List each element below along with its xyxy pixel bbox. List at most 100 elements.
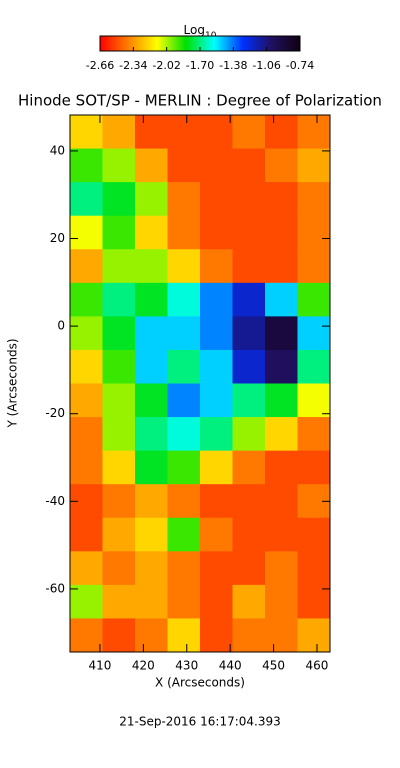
heatmap-cell: [265, 316, 298, 351]
x-tick-label: 430: [175, 659, 198, 673]
heatmap-cell: [232, 282, 266, 317]
heatmap-cell: [232, 417, 266, 452]
heatmap-cell: [167, 115, 201, 150]
heatmap-cell: [200, 249, 233, 284]
heatmap-cell: [297, 115, 331, 150]
heatmap-cell: [232, 551, 266, 586]
heatmap-cell: [167, 450, 201, 485]
heatmap-cell: [297, 148, 331, 183]
colorbar-tick-label: -1.06: [252, 59, 280, 72]
heatmap-cell: [200, 316, 233, 351]
heatmap-cell: [135, 349, 168, 384]
heatmap-cell: [167, 249, 201, 284]
heatmap-cell: [232, 148, 266, 183]
heatmap-cell: [265, 484, 298, 519]
heatmap-cell: [102, 215, 136, 250]
heatmap-cell: [265, 282, 298, 317]
heatmap-cell: [200, 349, 233, 384]
x-tick-label: 410: [88, 659, 111, 673]
heatmap-cell: [70, 618, 103, 653]
heatmap-cell: [135, 450, 168, 485]
heatmap-cell: [167, 484, 201, 519]
y-tick-label: -20: [45, 406, 65, 420]
heatmap-cell: [232, 316, 266, 351]
heatmap-cell: [102, 517, 136, 552]
heatmap-cell: [135, 316, 168, 351]
plot-frame: [69, 114, 331, 653]
footer-date: 21-Sep-2016 16:17:04.393: [119, 715, 281, 729]
heatmap-cell: [297, 282, 331, 317]
heatmap-cell: [102, 551, 136, 586]
heatmap-cell: [265, 551, 298, 586]
heatmap-cell: [167, 349, 201, 384]
heatmap-cell: [70, 215, 103, 250]
heatmap-cell: [265, 148, 298, 183]
heatmap-cell: [232, 249, 266, 284]
heatmap-cell: [297, 551, 331, 586]
heatmap-cell: [297, 618, 331, 653]
heatmap-cell: [167, 316, 201, 351]
heatmap-cell: [265, 450, 298, 485]
heatmap-cell: [135, 417, 168, 452]
heatmap-cell: [135, 215, 168, 250]
colorbar-tick-label: -1.38: [219, 59, 247, 72]
heatmap-cell: [200, 148, 233, 183]
y-tick-label: -40: [45, 494, 65, 508]
heatmap-cell: [265, 517, 298, 552]
y-tick-label: 40: [50, 143, 65, 157]
heatmap-cell: [70, 551, 103, 586]
x-axis-label: X (Arcseconds): [155, 676, 245, 690]
heatmap-cell: [200, 417, 233, 452]
y-tick-label: 0: [57, 319, 65, 333]
heatmap-cell: [135, 182, 168, 217]
heatmap-cell: [200, 215, 233, 250]
heatmap-cell: [232, 618, 266, 653]
chart-title: Hinode SOT/SP - MERLIN : Degree of Polar…: [18, 92, 382, 110]
heatmap-cell: [232, 383, 266, 418]
y-tick-label: -60: [45, 581, 65, 595]
heatmap-cell: [102, 148, 136, 183]
heatmap-cell: [102, 115, 136, 150]
colorbar-tick-label: -2.34: [119, 59, 147, 72]
heatmap-cell: [135, 618, 168, 653]
heatmap-cell: [167, 417, 201, 452]
heatmap-cell: [70, 517, 103, 552]
heatmap-cell: [297, 383, 331, 418]
heatmap-cell: [102, 316, 136, 351]
y-axis-label: Y (Arcseconds): [6, 338, 20, 428]
heatmap-cell: [297, 316, 331, 351]
heatmap-cell: [102, 182, 136, 217]
heatmap-cell: [265, 249, 298, 284]
heatmap-cell: [135, 282, 168, 317]
heatmap-cell: [265, 618, 298, 653]
heatmap-cell: [265, 584, 298, 619]
heatmap-cell: [102, 282, 136, 317]
heatmap-cell: [70, 316, 103, 351]
heatmap-cell: [135, 148, 168, 183]
heatmap-cell: [297, 182, 331, 217]
heatmap-cell: [232, 450, 266, 485]
heatmap-cell: [102, 349, 136, 384]
heatmap-cell: [265, 115, 298, 150]
heatmap-cell: [167, 618, 201, 653]
heatmap-cell: [200, 182, 233, 217]
heatmap-cell: [167, 551, 201, 586]
colorbar-tick-label: -2.02: [152, 59, 180, 72]
heatmap-cell: [232, 349, 266, 384]
heatmap-cell: [135, 517, 168, 552]
colorbar-tick-label: -2.66: [86, 59, 114, 72]
heatmap-cell: [135, 584, 168, 619]
heatmap-cell: [70, 584, 103, 619]
heatmap-cell: [265, 182, 298, 217]
heatmap-cell: [265, 215, 298, 250]
heatmap-cell: [297, 215, 331, 250]
heatmap-cell: [297, 450, 331, 485]
heatmap-cell: [135, 383, 168, 418]
heatmap-cell: [70, 148, 103, 183]
heatmap-cell: [232, 182, 266, 217]
colorbar-tick-label: -0.74: [286, 59, 314, 72]
heatmap-cell: [135, 249, 168, 284]
heatmap-cell: [167, 584, 201, 619]
